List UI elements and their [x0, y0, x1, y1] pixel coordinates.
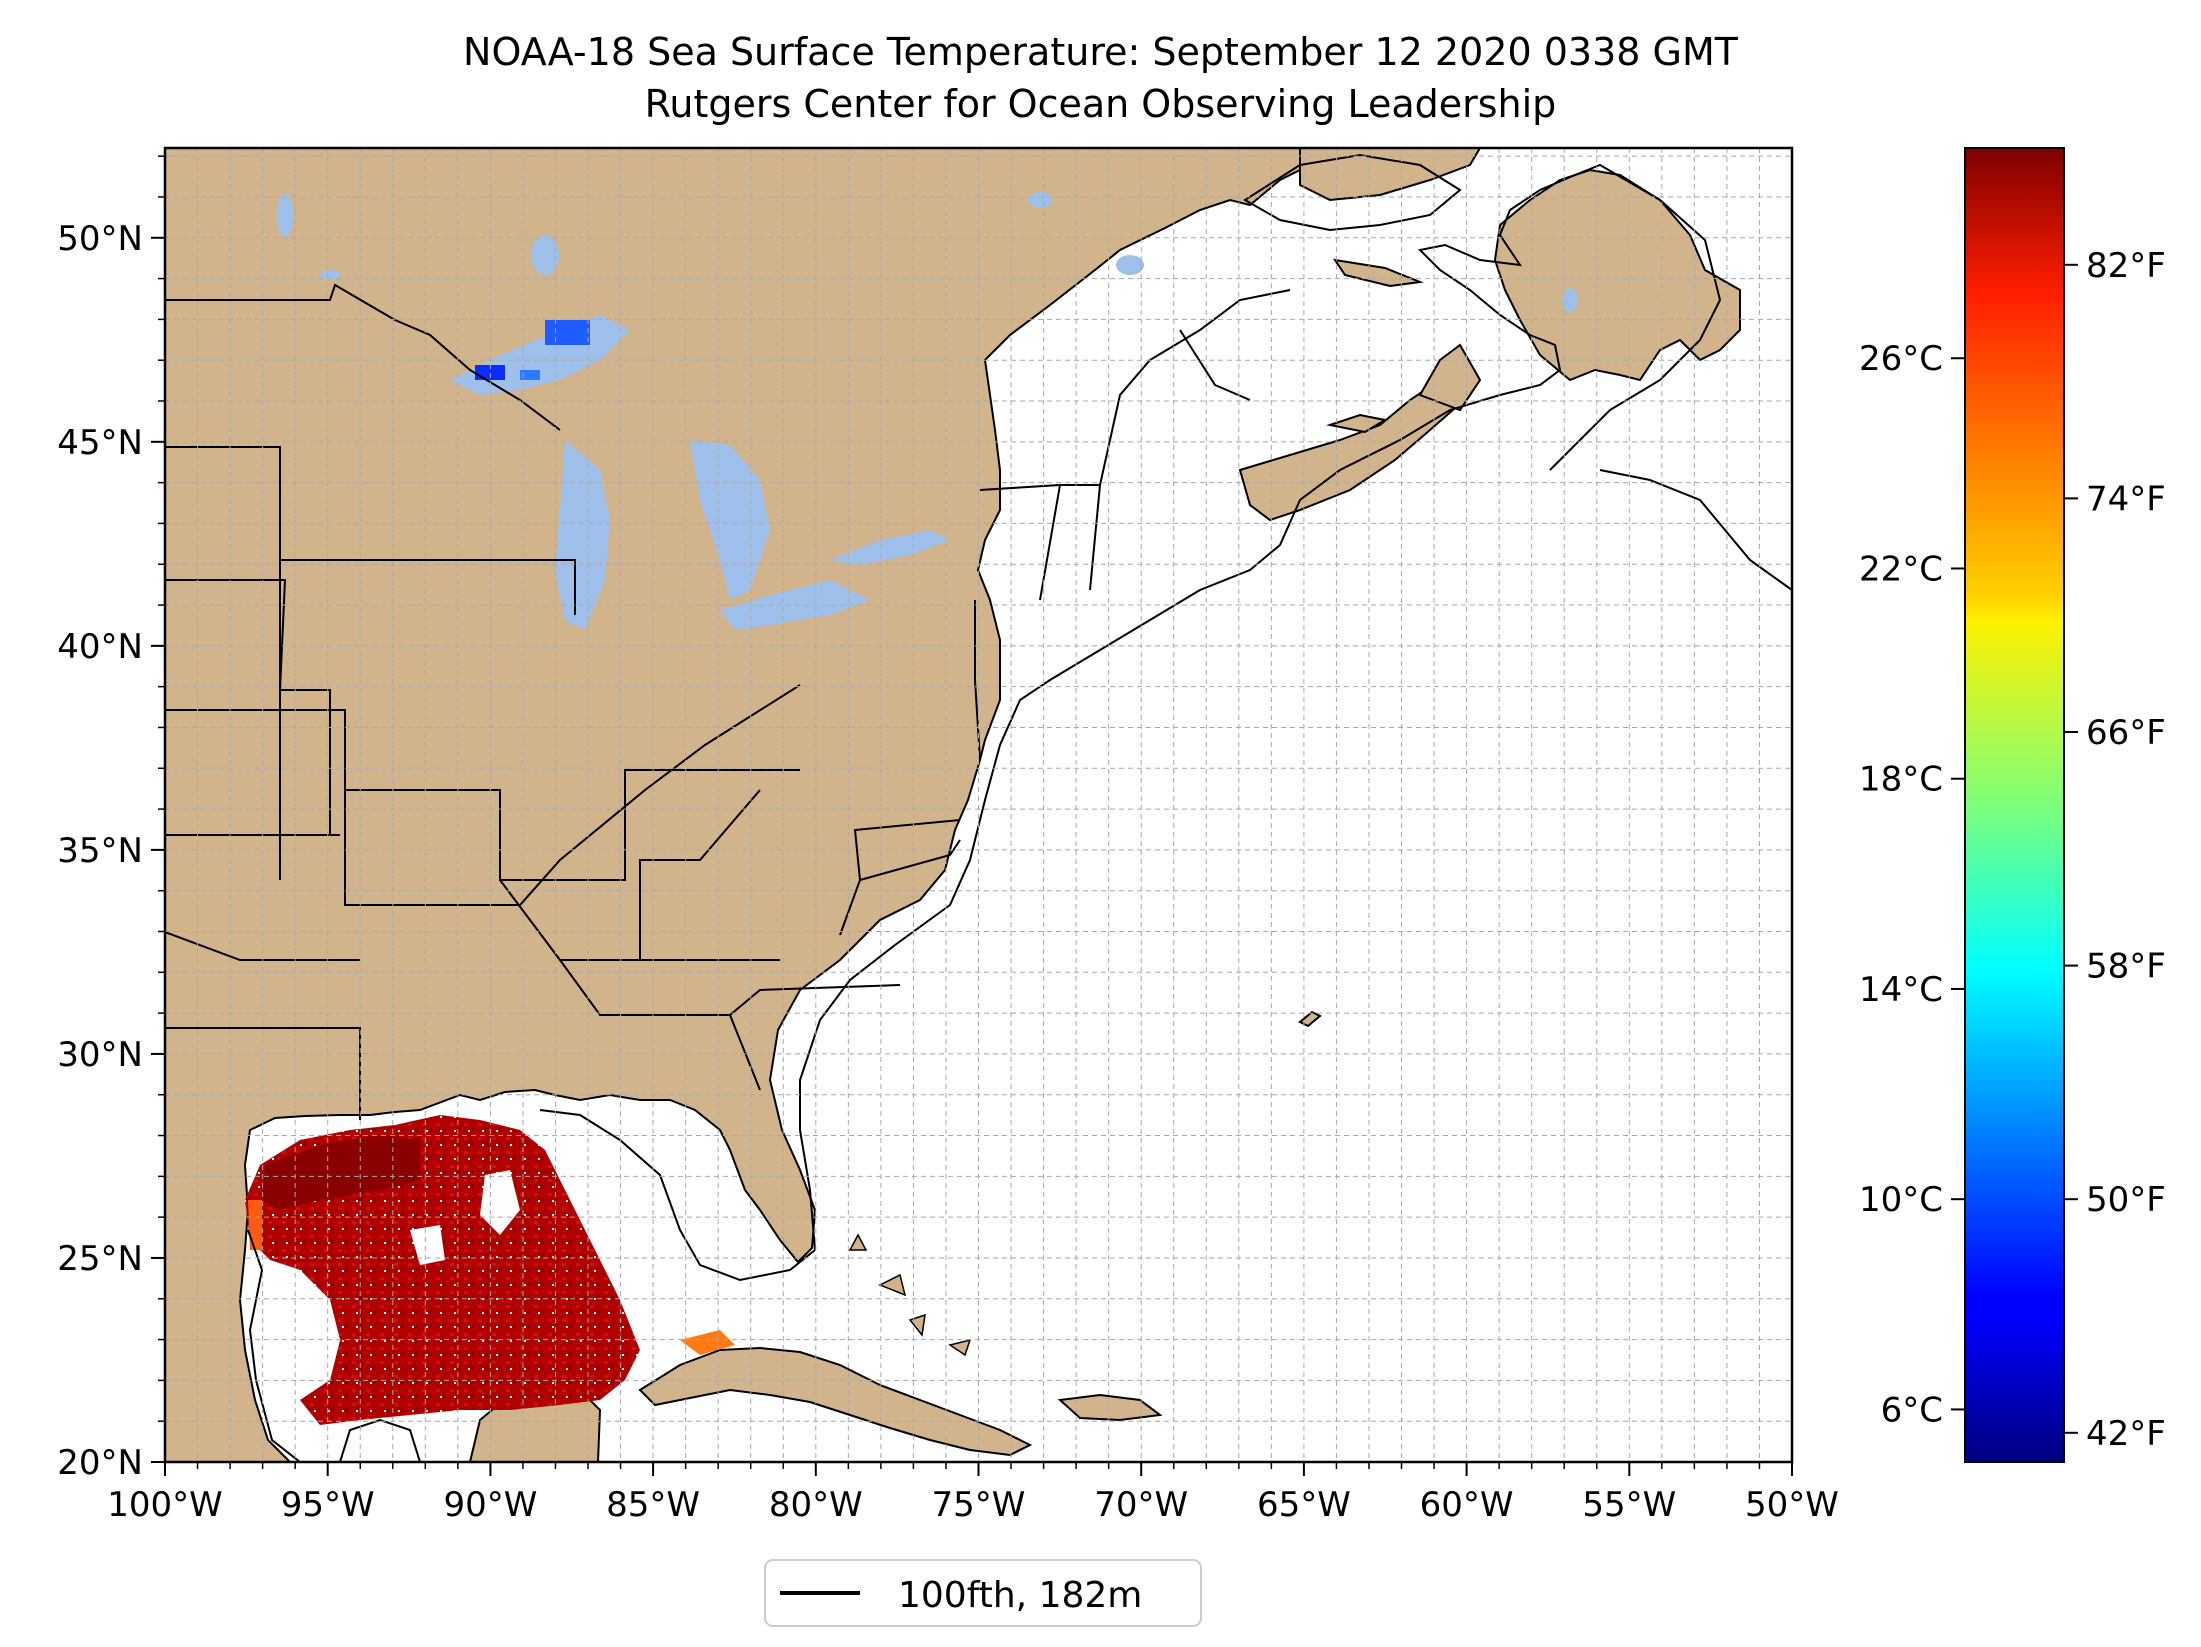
colorbar-celsius-label: 26°C — [1859, 339, 1943, 379]
colorbar-celsius-label: 18°C — [1859, 760, 1943, 800]
land-anticosti — [1332, 258, 1424, 288]
colorbar-fahrenheit-label: 82°F — [2086, 246, 2166, 286]
colorbar-gradient — [1964, 147, 2065, 1463]
sst-gulf-of-mexico — [245, 1115, 735, 1425]
isobath-100fth — [247, 153, 1792, 1462]
colorbar-celsius-label: 22°C — [1859, 549, 1943, 589]
chart-subtitle: Rutgers Center for Ocean Observing Leade… — [644, 82, 1557, 126]
colorbar-fahrenheit-label: 58°F — [2086, 947, 2166, 987]
y-tick-label: 25°N — [57, 1239, 143, 1279]
x-tick-label: 70°W — [1094, 1485, 1188, 1525]
colorbar-fahrenheit-label: 66°F — [2086, 713, 2166, 753]
x-tick-label: 65°W — [1257, 1485, 1351, 1525]
sst-lake-superior — [475, 320, 590, 380]
x-tick-label: 85°W — [606, 1485, 700, 1525]
land-bermuda — [1298, 1010, 1322, 1028]
x-tick-label: 90°W — [443, 1485, 537, 1525]
land-labrador-coast — [1299, 148, 1482, 202]
colorbar-celsius-ticks: 6°C 10°C 14°C 18°C 22°C 26°C — [1859, 339, 1965, 1430]
land-hispaniola — [1057, 1393, 1163, 1422]
x-tick-label: 80°W — [769, 1485, 863, 1525]
colorbar-fahrenheit-label: 42°F — [2086, 1414, 2166, 1454]
y-tick-label: 20°N — [57, 1443, 143, 1483]
y-tick-label: 30°N — [57, 1035, 143, 1075]
legend-label: 100fth, 182m — [898, 1575, 1142, 1616]
x-tick-label: 55°W — [1582, 1485, 1676, 1525]
colorbar-celsius-label: 6°C — [1881, 1390, 1943, 1430]
x-tick-label: 75°W — [932, 1485, 1026, 1525]
y-tick-label: 40°N — [57, 627, 143, 667]
gridlines — [165, 148, 1792, 1462]
colorbar: 6°C 10°C 14°C 18°C 22°C 26°C 42°F 50°F 58°F 66°F… — [1859, 147, 2166, 1463]
chart-title: NOAA-18 Sea Surface Temperature: Septemb… — [463, 30, 1738, 74]
y-tick-label: 50°N — [57, 219, 143, 259]
land-nova-scotia — [1238, 378, 1472, 522]
land-cape-breton — [1418, 343, 1482, 412]
colorbar-fahrenheit-label: 74°F — [2086, 479, 2166, 519]
land-north-america — [165, 148, 1312, 1462]
small-lakes — [277, 192, 1578, 312]
legend-box — [764, 1559, 1202, 1627]
y-tick-label: 35°N — [57, 831, 143, 871]
x-tick-label: 60°W — [1420, 1485, 1514, 1525]
land-bahamas — [848, 1233, 972, 1357]
land-pei — [1326, 413, 1388, 434]
colorbar-celsius-label: 10°C — [1859, 1180, 1943, 1220]
x-tick-label: 95°W — [281, 1485, 375, 1525]
colorbar-fahrenheit-ticks: 42°F 50°F 58°F 66°F 74°F 82°F — [2064, 246, 2166, 1454]
x-tick-label: 100°W — [107, 1485, 223, 1525]
colorbar-celsius-label: 14°C — [1859, 970, 1943, 1010]
x-tick-label: 50°W — [1745, 1485, 1839, 1525]
x-axis: 100°W 95°W 90°W 85°W 80°W 75°W 70°W 65°W 60°W 55°… — [107, 1462, 1839, 1525]
legend: 100fth, 182m — [764, 1559, 1202, 1627]
y-tick-label: 45°N — [57, 423, 143, 463]
land-cuba — [638, 1346, 1033, 1457]
colorbar-fahrenheit-label: 50°F — [2086, 1180, 2166, 1220]
y-axis: 20°N 25°N 30°N 35°N 40°N 45°N 50°N — [57, 155, 165, 1483]
